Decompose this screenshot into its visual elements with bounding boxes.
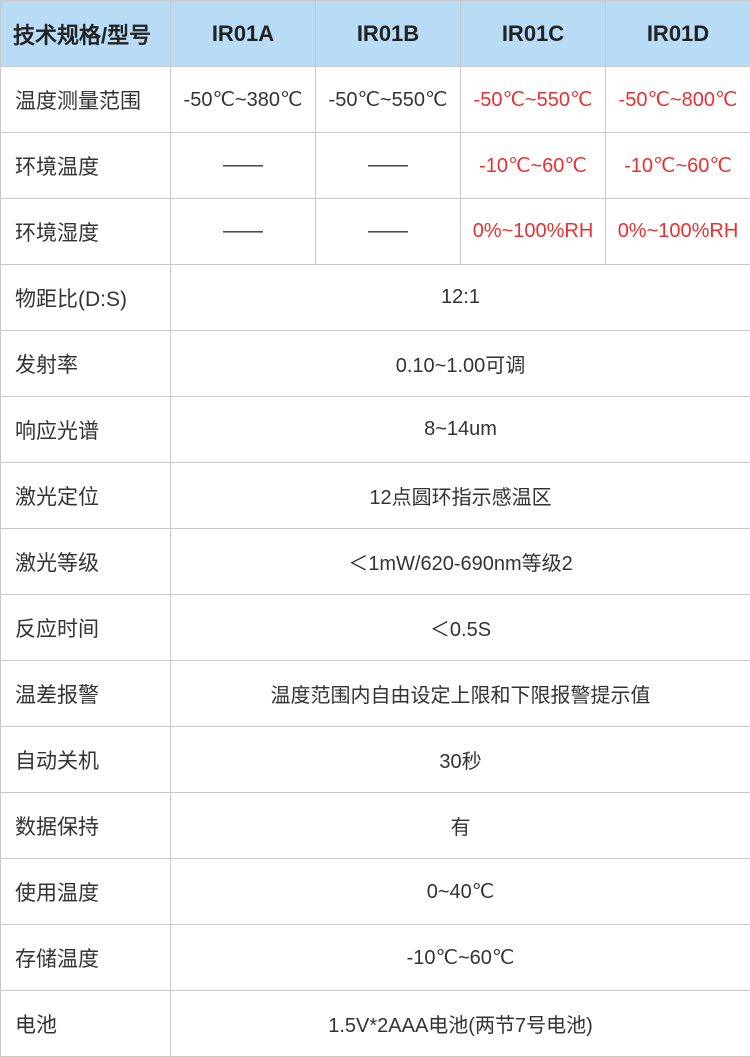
row-response: 反应时间 ＜0.5S — [1, 595, 750, 661]
label-response: 反应时间 — [1, 595, 171, 661]
value-battery: 1.5V*2AAA电池(两节7号电池) — [171, 991, 750, 1057]
temp-range-b: -50℃~550℃ — [316, 67, 461, 133]
temp-range-c: -50℃~550℃ — [461, 67, 606, 133]
env-humid-c: 0%~100%RH — [461, 199, 606, 265]
value-laser-class: ＜1mW/620-690nm等级2 — [171, 529, 750, 595]
header-model-c: IR01C — [461, 1, 606, 67]
value-store-temp: -10℃~60℃ — [171, 925, 750, 991]
env-temp-a: —— — [171, 133, 316, 199]
value-response: ＜0.5S — [171, 595, 750, 661]
label-store-temp: 存储温度 — [1, 925, 171, 991]
row-battery: 电池 1.5V*2AAA电池(两节7号电池) — [1, 991, 750, 1057]
row-laser-pos: 激光定位 12点圆环指示感温区 — [1, 463, 750, 529]
row-env-temp: 环境温度 —— —— -10℃~60℃ -10℃~60℃ — [1, 133, 750, 199]
label-env-temp: 环境温度 — [1, 133, 171, 199]
row-env-humid: 环境湿度 —— —— 0%~100%RH 0%~100%RH — [1, 199, 750, 265]
value-laser-pos: 12点圆环指示感温区 — [171, 463, 750, 529]
row-use-temp: 使用温度 0~40℃ — [1, 859, 750, 925]
env-humid-a: —— — [171, 199, 316, 265]
env-humid-b: —— — [316, 199, 461, 265]
label-emissivity: 发射率 — [1, 331, 171, 397]
env-temp-b: —— — [316, 133, 461, 199]
value-emissivity: 0.10~1.00可调 — [171, 331, 750, 397]
label-auto-off: 自动关机 — [1, 727, 171, 793]
row-emissivity: 发射率 0.10~1.00可调 — [1, 331, 750, 397]
row-auto-off: 自动关机 30秒 — [1, 727, 750, 793]
row-data-hold: 数据保持 有 — [1, 793, 750, 859]
value-spectrum: 8~14um — [171, 397, 750, 463]
value-use-temp: 0~40℃ — [171, 859, 750, 925]
spec-table: 技术规格/型号 IR01A IR01B IR01C IR01D 温度测量范围 -… — [0, 0, 750, 1057]
row-temp-range: 温度测量范围 -50℃~380℃ -50℃~550℃ -50℃~550℃ -50… — [1, 67, 750, 133]
row-spectrum: 响应光谱 8~14um — [1, 397, 750, 463]
label-alarm: 温差报警 — [1, 661, 171, 727]
row-laser-class: 激光等级 ＜1mW/620-690nm等级2 — [1, 529, 750, 595]
env-temp-c: -10℃~60℃ — [461, 133, 606, 199]
label-env-humid: 环境湿度 — [1, 199, 171, 265]
value-auto-off: 30秒 — [171, 727, 750, 793]
row-distance-ratio: 物距比(D:S) 12:1 — [1, 265, 750, 331]
row-alarm: 温差报警 温度范围内自由设定上限和下限报警提示值 — [1, 661, 750, 727]
row-store-temp: 存储温度 -10℃~60℃ — [1, 925, 750, 991]
value-data-hold: 有 — [171, 793, 750, 859]
label-spectrum: 响应光谱 — [1, 397, 171, 463]
env-temp-d: -10℃~60℃ — [606, 133, 750, 199]
table-header-row: 技术规格/型号 IR01A IR01B IR01C IR01D — [1, 1, 750, 67]
header-model-a: IR01A — [171, 1, 316, 67]
value-distance-ratio: 12:1 — [171, 265, 750, 331]
label-use-temp: 使用温度 — [1, 859, 171, 925]
header-label: 技术规格/型号 — [1, 1, 171, 67]
label-laser-pos: 激光定位 — [1, 463, 171, 529]
label-battery: 电池 — [1, 991, 171, 1057]
temp-range-a: -50℃~380℃ — [171, 67, 316, 133]
label-temp-range: 温度测量范围 — [1, 67, 171, 133]
header-model-d: IR01D — [606, 1, 750, 67]
temp-range-d: -50℃~800℃ — [606, 67, 750, 133]
label-distance-ratio: 物距比(D:S) — [1, 265, 171, 331]
env-humid-d: 0%~100%RH — [606, 199, 750, 265]
label-data-hold: 数据保持 — [1, 793, 171, 859]
value-alarm: 温度范围内自由设定上限和下限报警提示值 — [171, 661, 750, 727]
label-laser-class: 激光等级 — [1, 529, 171, 595]
header-model-b: IR01B — [316, 1, 461, 67]
